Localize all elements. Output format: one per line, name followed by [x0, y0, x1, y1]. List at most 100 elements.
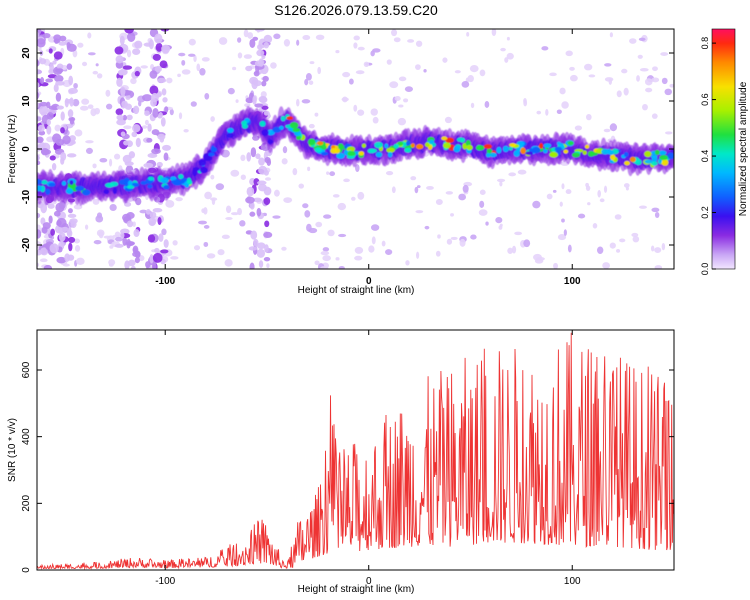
trace-peak	[520, 147, 526, 155]
trace-peak	[445, 137, 455, 144]
noise-column-blob	[250, 230, 258, 240]
noise-blob	[416, 185, 421, 189]
noise-blob	[317, 66, 321, 75]
noise-blob	[532, 200, 541, 209]
noise-blob	[108, 259, 116, 266]
trace-peak	[486, 153, 491, 158]
noise-blob	[570, 74, 578, 82]
noise-blob	[73, 82, 78, 89]
noise-blob	[98, 231, 104, 239]
noise-column-blob	[160, 249, 169, 254]
noise-column-blob	[58, 231, 66, 242]
noise-column-blob	[157, 77, 167, 83]
noise-column-blob	[114, 46, 124, 55]
noise-column-blob	[126, 220, 134, 228]
x-tick-label: -100	[155, 276, 175, 287]
noise-blob	[372, 116, 379, 124]
noise-column-blob	[37, 229, 42, 239]
noise-blob	[343, 178, 350, 183]
trace-peak	[286, 116, 294, 121]
noise-column-blob	[148, 39, 154, 50]
noise-blob	[37, 69, 43, 75]
noise-column-blob	[43, 264, 53, 269]
noise-column-blob	[133, 229, 140, 237]
noise-blob	[144, 119, 149, 126]
noise-blob	[587, 202, 591, 206]
trace-peak	[543, 148, 548, 154]
trace-peak	[502, 145, 509, 153]
noise-blob	[536, 256, 545, 261]
noise-blob	[354, 246, 364, 254]
snr-xlabel: Height of straight line (km)	[298, 584, 415, 595]
noise-column-blob	[252, 95, 257, 105]
noise-blob	[353, 104, 358, 112]
noise-column-blob	[264, 220, 270, 228]
x-tick-label: -100	[155, 576, 175, 587]
noise-column-blob	[257, 180, 267, 185]
trace-peak	[289, 121, 299, 129]
noise-blob	[514, 231, 523, 236]
trace-peak	[163, 185, 170, 190]
y-tick-label: 600	[21, 361, 32, 378]
noise-column-blob	[49, 243, 59, 254]
noise-column-blob	[263, 111, 270, 116]
trace-peak	[199, 167, 208, 174]
noise-column-blob	[60, 157, 65, 165]
noise-column-blob	[258, 260, 264, 268]
trace-peak	[508, 146, 513, 151]
noise-blob	[545, 109, 549, 116]
noise-blob	[165, 199, 175, 208]
noise-column-blob	[122, 154, 132, 164]
noise-blob	[586, 113, 592, 121]
noise-blob	[638, 37, 646, 41]
trace-peak	[456, 137, 466, 142]
noise-blob	[435, 250, 441, 257]
noise-column-blob	[67, 208, 73, 214]
noise-blob	[240, 154, 246, 162]
trace-peak	[61, 181, 67, 186]
noise-blob	[619, 238, 626, 243]
trace-peak	[316, 141, 324, 146]
noise-column-blob	[248, 246, 258, 251]
noise-blob	[385, 249, 393, 255]
noise-blob	[231, 212, 239, 216]
snr-ylabel: SNR (10 * v/v)	[7, 418, 18, 482]
noise-blob	[565, 189, 572, 195]
noise-blob	[499, 180, 503, 187]
trace-peak	[587, 150, 595, 157]
noise-blob	[357, 191, 365, 200]
noise-blob	[393, 37, 401, 43]
noise-column-blob	[53, 51, 63, 60]
noise-blob	[398, 104, 404, 108]
noise-column-blob	[132, 124, 141, 133]
noise-column-blob	[127, 32, 136, 42]
noise-column-blob	[60, 226, 70, 232]
noise-blob	[592, 223, 598, 229]
noise-column-blob	[50, 228, 55, 236]
noise-column-blob	[164, 106, 169, 113]
noise-column-blob	[49, 62, 54, 73]
noise-column-blob	[250, 147, 257, 158]
noise-blob	[109, 203, 117, 212]
trace-peak	[644, 150, 652, 158]
noise-column-blob	[256, 49, 265, 57]
noise-blob	[183, 128, 189, 133]
trace-peak	[267, 139, 274, 144]
noise-blob	[557, 234, 567, 241]
noise-column-blob	[37, 81, 40, 89]
noise-column-blob	[159, 136, 165, 143]
noise-blob	[616, 249, 621, 253]
noise-blob	[536, 110, 542, 115]
trace-peak	[397, 141, 404, 146]
noise-blob	[302, 35, 311, 41]
noise-column-blob	[163, 152, 169, 161]
noise-blob	[609, 123, 618, 132]
noise-column-blob	[149, 254, 154, 264]
noise-blob	[652, 66, 658, 72]
noise-blob	[272, 215, 281, 219]
noise-blob	[424, 225, 430, 230]
noise-blob	[274, 189, 280, 197]
noise-blob	[450, 236, 458, 240]
noise-blob	[467, 74, 474, 83]
